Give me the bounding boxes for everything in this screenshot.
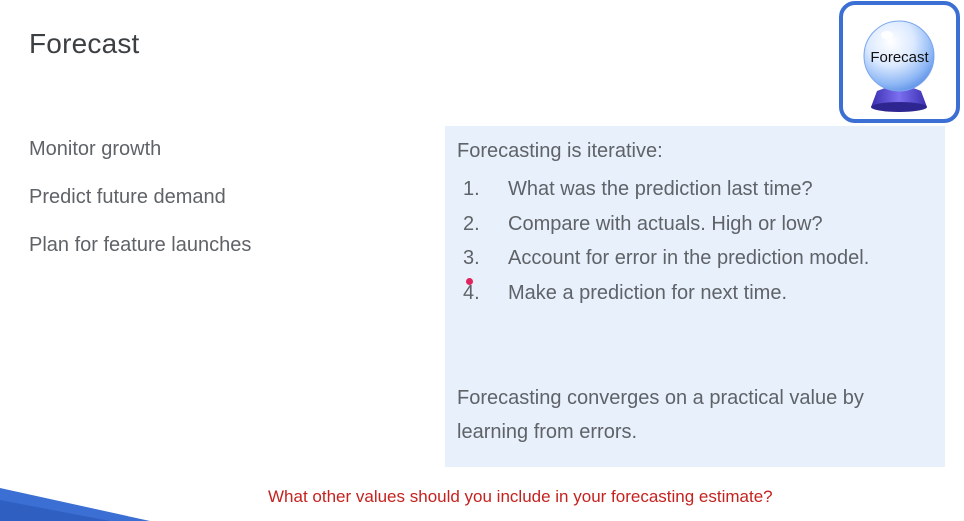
step-number: 4. bbox=[463, 281, 480, 304]
bullet-item: Monitor growth bbox=[29, 138, 162, 160]
laser-pointer-dot bbox=[466, 278, 473, 285]
discussion-prompt: What other values should you include in … bbox=[268, 487, 773, 506]
step-item: 4. Make a prediction for next time. bbox=[457, 280, 933, 315]
panel-heading: Forecasting is iterative: bbox=[457, 140, 663, 162]
info-panel: Forecasting is iterative: 1. What was th… bbox=[445, 126, 945, 467]
bullet-list: Monitor growth Predict future demand Pla… bbox=[29, 136, 251, 280]
corner-stripe bbox=[0, 488, 150, 521]
panel-summary: Forecasting converges on a practical val… bbox=[457, 387, 864, 443]
step-text: What was the prediction last time? bbox=[508, 178, 813, 200]
slide-title: Forecast bbox=[29, 28, 140, 59]
step-number: 3. bbox=[463, 247, 480, 269]
steps-list: 1. What was the prediction last time? 2.… bbox=[457, 176, 933, 314]
step-number: 2. bbox=[463, 212, 480, 235]
step-item: 3. Account for error in the prediction m… bbox=[457, 245, 933, 280]
bullet-item: Plan for feature launches bbox=[29, 234, 252, 256]
step-item: 2. Compare with actuals. High or low? bbox=[457, 211, 933, 246]
bullet-item: Predict future demand bbox=[29, 186, 226, 208]
step-number: 1. bbox=[463, 178, 480, 200]
badge-label: Forecast bbox=[870, 49, 929, 66]
step-text: Make a prediction for next time. bbox=[508, 281, 788, 304]
step-item: 1. What was the prediction last time? bbox=[457, 176, 933, 211]
forecast-badge: Forecast bbox=[839, 1, 960, 123]
crystal-ball-icon bbox=[863, 20, 935, 112]
step-text: Compare with actuals. High or low? bbox=[508, 212, 823, 235]
step-text: Account for error in the prediction mode… bbox=[508, 247, 870, 269]
